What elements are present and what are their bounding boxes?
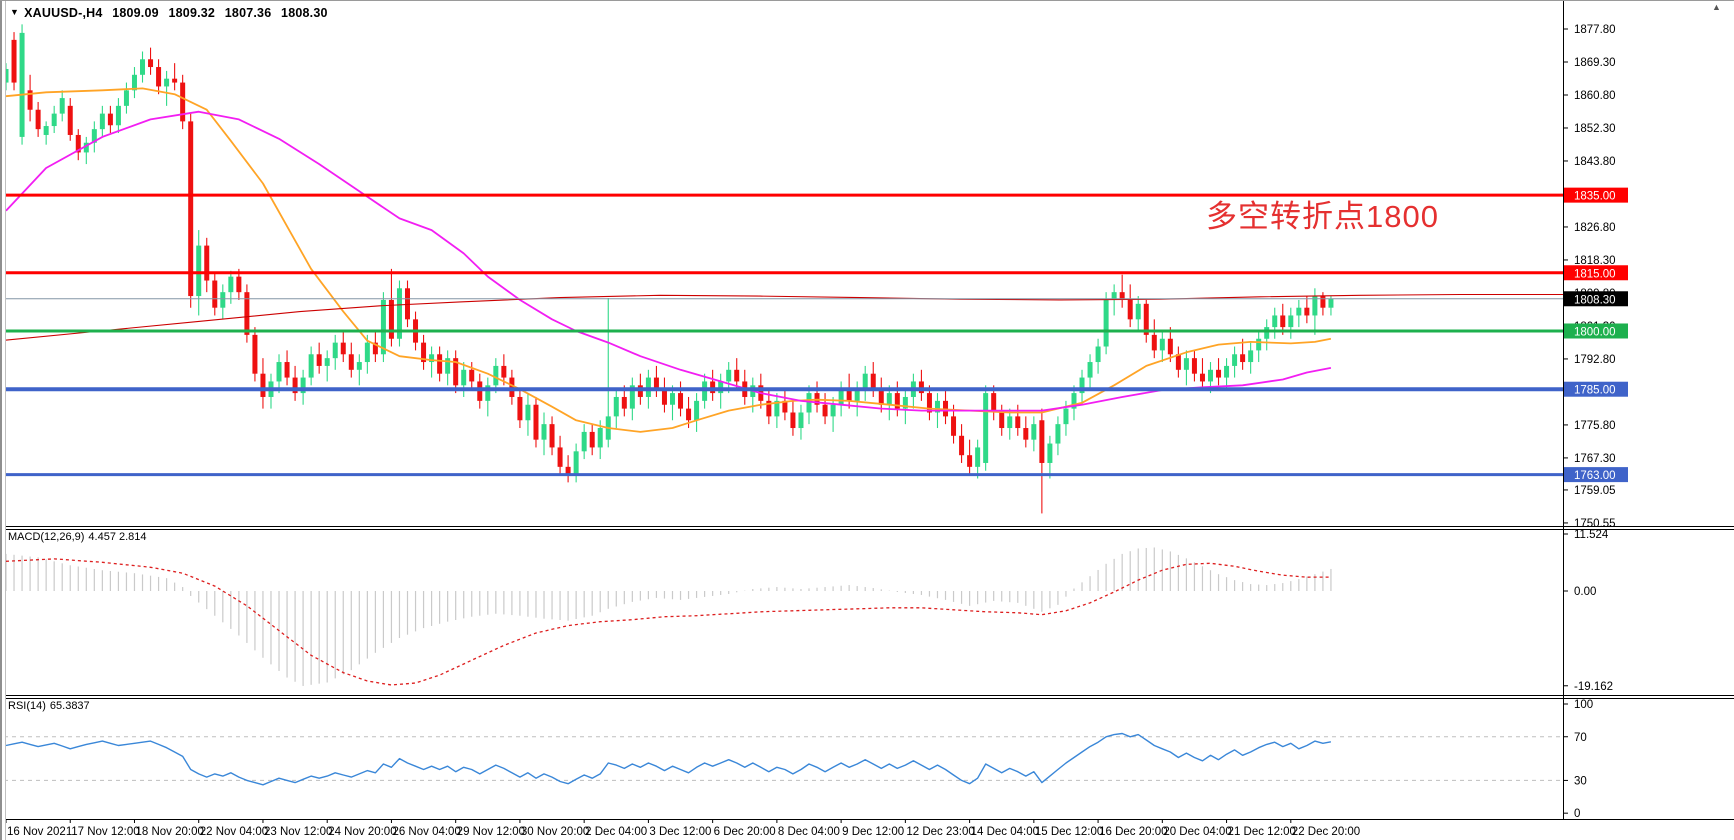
- symbol-dropdown-icon[interactable]: ▼: [10, 7, 20, 17]
- time-tick-label: 24 Nov 20:00: [328, 826, 396, 838]
- ohlc-high: 1809.32: [168, 6, 216, 20]
- time-tick-label: 22 Dec 20:00: [1292, 826, 1360, 838]
- candles-layer[interactable]: [3, 24, 1334, 514]
- scale-top-arrow-icon[interactable]: ▲: [1712, 2, 1721, 12]
- macd-tick-label: -19.162: [1574, 681, 1613, 693]
- price-level-label: 1785.00: [1574, 385, 1616, 397]
- time-tick-label: 9 Dec 12:00: [842, 826, 904, 838]
- macd-panel[interactable]: 11.524 0.00 -19.162: [5, 529, 1613, 693]
- window-left-border: [0, 1, 6, 840]
- macd-tick-label: 0.00: [1574, 586, 1596, 598]
- time-tick-label: 26 Nov 04:00: [392, 826, 460, 838]
- time-tick-label: 15 Dec 12:00: [1035, 826, 1103, 838]
- time-tick-label: 14 Dec 04:00: [971, 826, 1039, 838]
- ohlc-open: 1809.09: [112, 6, 159, 20]
- macd-tick-label: 11.524: [1574, 529, 1609, 541]
- macd-values: 4.457 2.814: [88, 531, 147, 543]
- price-tick-label: 1759.05: [1574, 485, 1616, 497]
- price-tick-label: 1843.80: [1574, 156, 1616, 168]
- time-tick-label: 22 Nov 04:00: [200, 826, 268, 838]
- price-level-label: 1763.00: [1574, 470, 1616, 482]
- time-tick-label: 16 Dec 20:00: [1099, 826, 1167, 838]
- price-tick-label: 1826.80: [1574, 222, 1616, 234]
- time-tick-label: 23 Nov 12:00: [264, 826, 332, 838]
- time-tick-label: 30 Nov 20:00: [521, 826, 589, 838]
- rsi-tick-label: 30: [1574, 775, 1587, 787]
- time-tick-label: 3 Dec 12:00: [649, 826, 711, 838]
- price-tick-label: 1852.30: [1574, 123, 1616, 135]
- price-level-label: 1815.00: [1574, 268, 1616, 280]
- rsi-tick-label: 70: [1574, 732, 1587, 744]
- price-tick-label: 1792.80: [1574, 354, 1616, 366]
- macd-indicator-header: MACD(12,26,9) 4.457 2.814: [8, 531, 151, 543]
- price-tick-label: 1818.30: [1574, 255, 1616, 267]
- ohlc-header: ▼ XAUUSD-,H4 1809.09 1809.32 1807.36 1808…: [10, 6, 334, 20]
- rsi-label: RSI(14): [8, 700, 46, 712]
- panel-frames: [0, 1, 1734, 820]
- price-level-label: 1835.00: [1574, 191, 1616, 203]
- symbol-label: XAUUSD-,H4: [24, 6, 103, 20]
- rsi-value: 65.3837: [49, 700, 90, 712]
- price-tick-label: 1860.80: [1574, 90, 1616, 102]
- ma-red-line: [0, 293, 1563, 342]
- macd-label: MACD(12,26,9): [8, 531, 85, 543]
- rsi-indicator-header: RSI(14) 65.3837: [8, 700, 94, 712]
- price-level-label: 1808.30: [1574, 294, 1616, 306]
- ohlc-close: 1808.30: [281, 6, 328, 20]
- horizontal-levels[interactable]: 1835.00 1815.00 1808.30 1800.00 1785.00 1763.…: [0, 187, 1628, 483]
- price-level-label: 1800.00: [1574, 326, 1616, 338]
- price-tick-label: 1750.55: [1574, 518, 1616, 530]
- time-tick-label: 12 Dec 23:00: [906, 826, 974, 838]
- chart-annotation-text[interactable]: 多空转折点1800: [1206, 199, 1439, 234]
- time-tick-label: 17 Nov 12:00: [71, 826, 139, 838]
- time-tick-label: 8 Dec 04:00: [778, 826, 840, 838]
- price-tick-label: 1869.30: [1574, 57, 1616, 69]
- time-tick-label: 16 Nov 2021: [7, 826, 72, 838]
- time-tick-label: 20 Dec 04:00: [1163, 826, 1231, 838]
- rsi-panel[interactable]: 100 70 30 0: [4, 699, 1593, 820]
- ohlc-low: 1807.36: [224, 6, 272, 20]
- time-tick-label: 6 Dec 20:00: [714, 826, 776, 838]
- ma-orange-line: [5, 87, 1332, 433]
- rsi-tick-label: 0: [1574, 808, 1580, 820]
- price-tick-label: 1767.30: [1574, 453, 1616, 465]
- time-tick-label: 2 Dec 04:00: [585, 826, 647, 838]
- ma-magenta-line: [5, 110, 1332, 412]
- time-tick-label: 21 Dec 12:00: [1228, 826, 1296, 838]
- rsi-tick-label: 100: [1574, 699, 1593, 711]
- price-tick-label: 1877.80: [1574, 24, 1616, 36]
- time-tick-label: 29 Nov 12:00: [457, 826, 525, 838]
- time-tick-label: 18 Nov 20:00: [135, 826, 203, 838]
- price-tick-label: 1775.80: [1574, 420, 1616, 432]
